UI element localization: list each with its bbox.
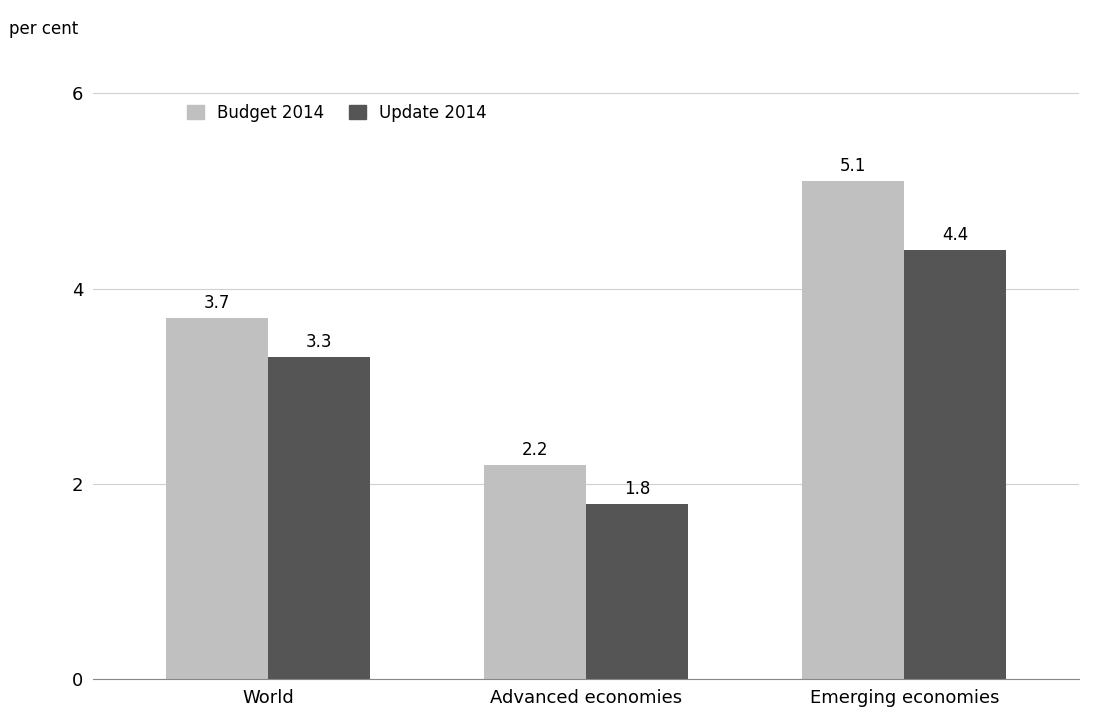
Legend: Budget 2014, Update 2014: Budget 2014, Update 2014 [180, 98, 494, 129]
Text: 1.8: 1.8 [624, 480, 650, 498]
Bar [803, 181, 904, 679]
Text: 5.1: 5.1 [840, 157, 867, 175]
Text: 3.3: 3.3 [306, 333, 332, 351]
Bar [166, 318, 268, 679]
Bar [268, 357, 370, 679]
Bar [484, 464, 586, 679]
Text: 4.4: 4.4 [942, 226, 968, 244]
Text: 3.7: 3.7 [205, 294, 231, 312]
Bar [586, 504, 688, 679]
Text: 2.2: 2.2 [522, 440, 549, 459]
Text: per cent: per cent [10, 20, 79, 38]
Bar [904, 250, 1006, 679]
